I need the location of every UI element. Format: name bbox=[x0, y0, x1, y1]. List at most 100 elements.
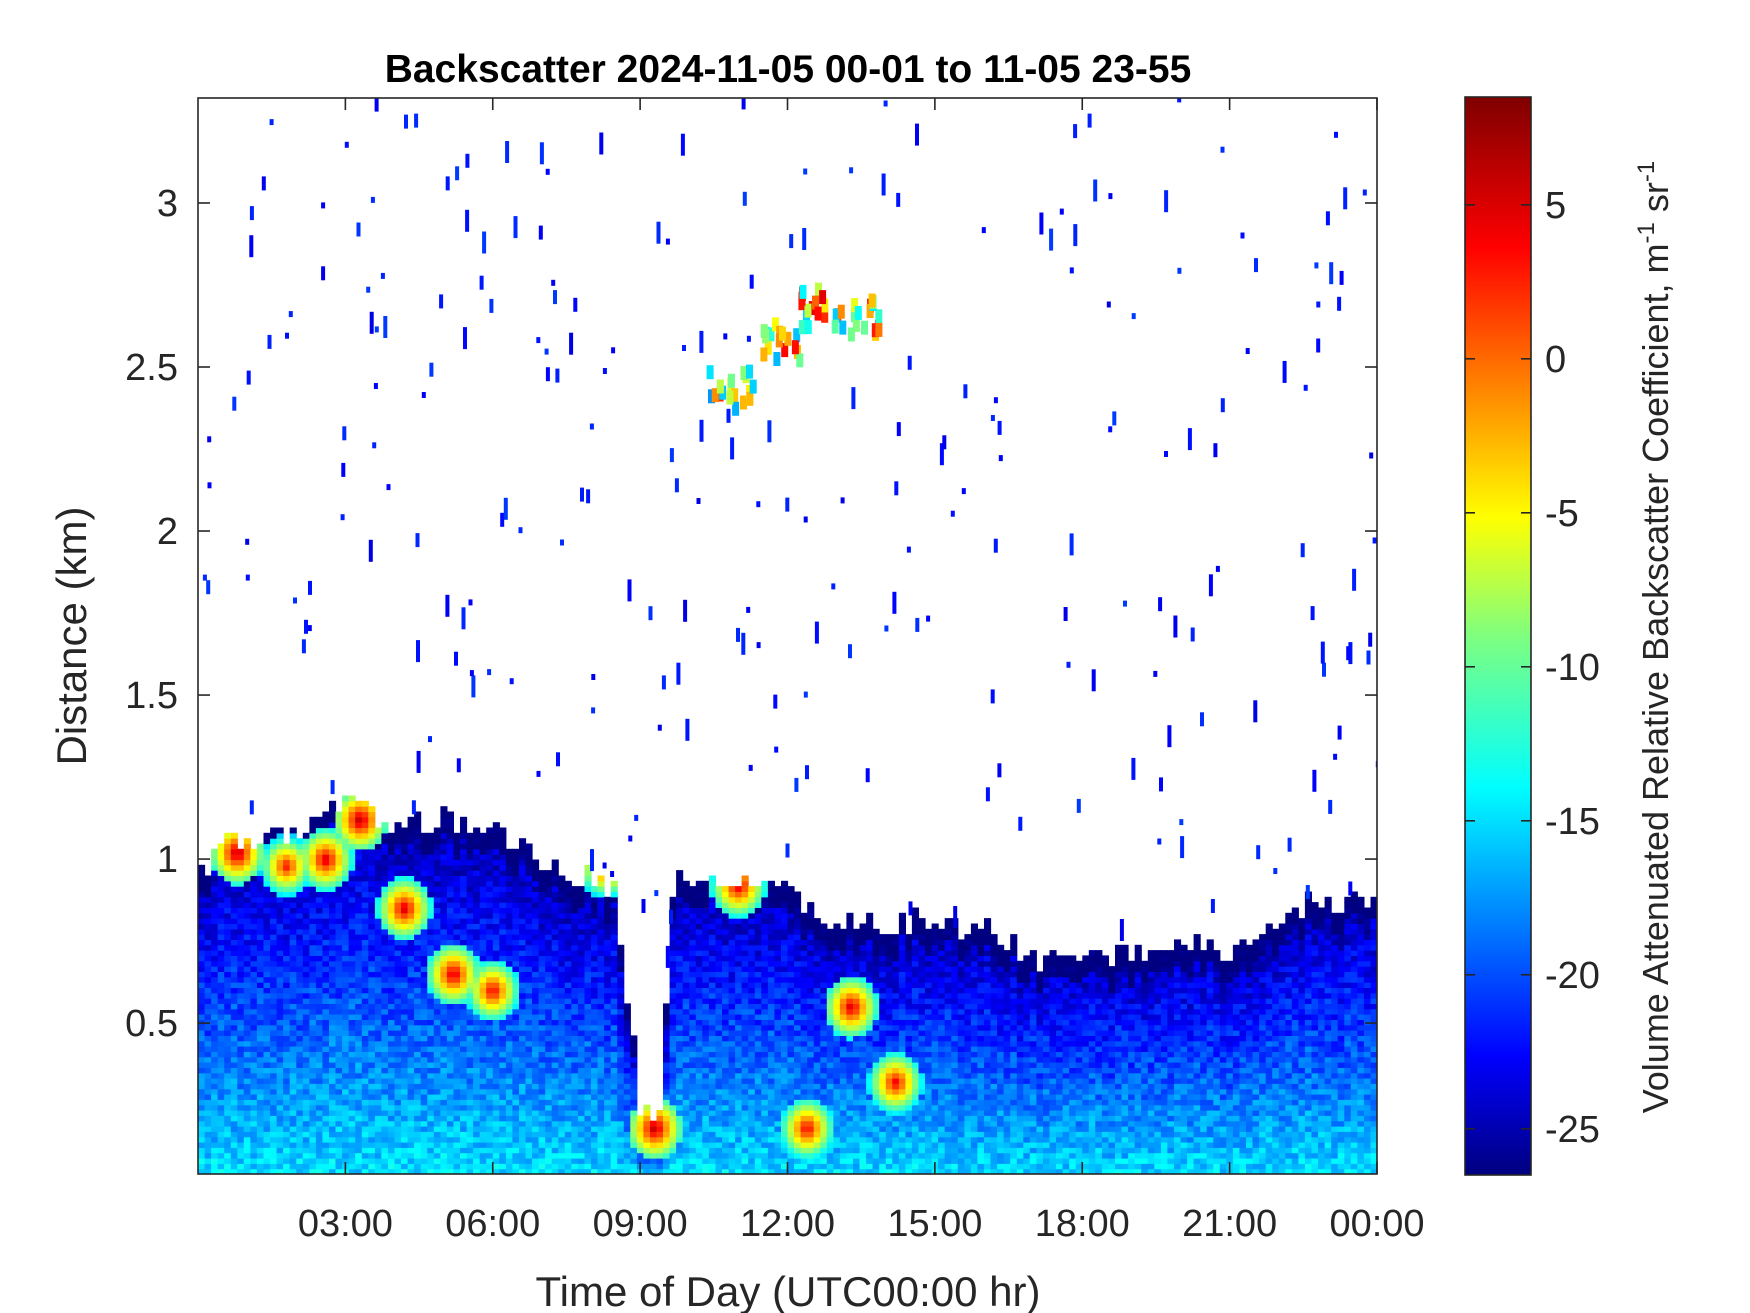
heatmap-cell bbox=[551, 1035, 559, 1042]
heatmap-cell bbox=[335, 1110, 343, 1116]
heatmap-cell bbox=[663, 1008, 671, 1015]
heatmap-cell bbox=[708, 880, 716, 887]
heatmap-cell bbox=[420, 944, 428, 951]
heatmap-cell bbox=[715, 1019, 723, 1026]
heatmap-cell bbox=[361, 955, 369, 962]
heatmap-cell bbox=[689, 912, 697, 919]
heatmap-cell bbox=[289, 1104, 297, 1111]
heatmap-cell bbox=[433, 1051, 441, 1058]
heatmap-cell bbox=[322, 918, 330, 924]
heatmap-cell bbox=[499, 950, 507, 956]
heatmap-cell bbox=[217, 966, 225, 972]
heatmap-cell bbox=[355, 832, 363, 839]
heatmap-cell bbox=[708, 1163, 716, 1170]
heatmap-cell bbox=[407, 859, 415, 866]
heatmap-cell bbox=[289, 939, 297, 946]
heatmap-cell bbox=[230, 1067, 238, 1074]
heatmap-cell bbox=[564, 939, 572, 946]
heatmap-cell bbox=[302, 875, 310, 882]
heatmap-cell bbox=[198, 976, 206, 983]
heatmap-cell bbox=[702, 955, 710, 962]
heatmap-cell bbox=[329, 1072, 337, 1079]
heatmap-cell bbox=[453, 1110, 461, 1116]
heatmap-cell bbox=[473, 1152, 481, 1159]
heatmap-cell bbox=[748, 1163, 756, 1170]
heatmap-cell bbox=[722, 1152, 730, 1159]
heatmap-cell bbox=[571, 923, 579, 930]
heatmap-cell bbox=[564, 1115, 572, 1122]
heatmap-cell bbox=[296, 907, 304, 914]
heatmap-cell bbox=[348, 966, 356, 972]
heatmap-cell bbox=[676, 1104, 684, 1111]
heatmap-cell bbox=[407, 1024, 415, 1031]
heatmap-cell bbox=[636, 1152, 644, 1159]
heatmap-cell bbox=[735, 1152, 743, 1159]
heatmap-cell bbox=[748, 1131, 756, 1138]
heatmap-cell bbox=[388, 912, 396, 919]
heatmap-cell bbox=[519, 1120, 527, 1127]
heatmap-cell bbox=[584, 875, 592, 882]
heatmap-cell bbox=[761, 1163, 769, 1170]
heatmap-cell bbox=[460, 870, 468, 876]
heatmap-cell bbox=[388, 1142, 396, 1148]
heatmap-cell bbox=[381, 1110, 389, 1116]
heatmap-cell bbox=[302, 896, 310, 903]
heatmap-cell bbox=[276, 950, 284, 956]
heatmap-cell bbox=[355, 950, 363, 956]
heatmap-cell bbox=[545, 1088, 553, 1095]
heatmap-cell bbox=[243, 870, 251, 876]
heatmap-cell bbox=[591, 950, 599, 956]
heatmap-cell bbox=[682, 976, 690, 983]
heatmap-cell bbox=[571, 1099, 579, 1106]
heatmap-cell bbox=[329, 1088, 337, 1095]
heatmap-cell bbox=[427, 1024, 435, 1031]
heatmap-cell bbox=[433, 1019, 441, 1026]
heatmap-cell bbox=[479, 902, 487, 908]
heatmap-cell bbox=[486, 1120, 494, 1127]
heatmap-cell bbox=[198, 944, 206, 951]
heatmap-cell bbox=[230, 1136, 238, 1143]
heatmap-cell bbox=[538, 1163, 546, 1170]
heatmap-cell bbox=[708, 1136, 716, 1143]
heatmap-cell bbox=[230, 870, 238, 876]
heatmap-cell bbox=[728, 1126, 736, 1132]
heatmap-cell bbox=[302, 843, 310, 850]
heatmap-cell bbox=[741, 1014, 749, 1020]
heatmap-cell bbox=[322, 1067, 330, 1074]
heatmap-cell bbox=[460, 923, 468, 930]
heatmap-cell bbox=[571, 1014, 579, 1020]
heatmap-cell bbox=[532, 955, 540, 962]
heatmap-cell bbox=[374, 928, 382, 935]
heatmap-cell bbox=[335, 870, 343, 876]
heatmap-cell bbox=[329, 1131, 337, 1138]
heatmap-cell bbox=[250, 1035, 258, 1042]
heatmap-cell bbox=[329, 859, 337, 866]
heatmap-cell bbox=[374, 1131, 382, 1138]
heatmap-cell bbox=[361, 982, 369, 988]
heatmap-cell bbox=[663, 1088, 671, 1095]
heatmap-cell bbox=[591, 1062, 599, 1068]
heatmap-cell bbox=[315, 902, 323, 908]
heatmap-cell bbox=[401, 971, 409, 978]
heatmap-cell bbox=[440, 1142, 448, 1148]
heatmap-cell bbox=[270, 832, 278, 839]
heatmap-cell bbox=[545, 1008, 553, 1015]
heatmap-cell bbox=[656, 1136, 664, 1143]
heatmap-cell bbox=[446, 896, 454, 903]
heatmap-cell bbox=[741, 1072, 749, 1079]
heatmap-cell bbox=[453, 1099, 461, 1106]
heatmap-cell bbox=[237, 902, 245, 908]
heatmap-cell bbox=[211, 1062, 219, 1068]
heatmap-cell bbox=[584, 1056, 592, 1063]
heatmap-cell bbox=[440, 1051, 448, 1058]
heatmap-cell bbox=[355, 998, 363, 1004]
heatmap-cell bbox=[473, 1046, 481, 1052]
heatmap-cell bbox=[329, 822, 337, 829]
heatmap-cell bbox=[466, 1126, 474, 1132]
heatmap-cell bbox=[374, 880, 382, 887]
heatmap-cell bbox=[348, 1136, 356, 1143]
heatmap-cell bbox=[270, 960, 278, 967]
heatmap-cell bbox=[591, 982, 599, 988]
heatmap-cell bbox=[427, 992, 435, 999]
heatmap-cell bbox=[263, 934, 271, 940]
